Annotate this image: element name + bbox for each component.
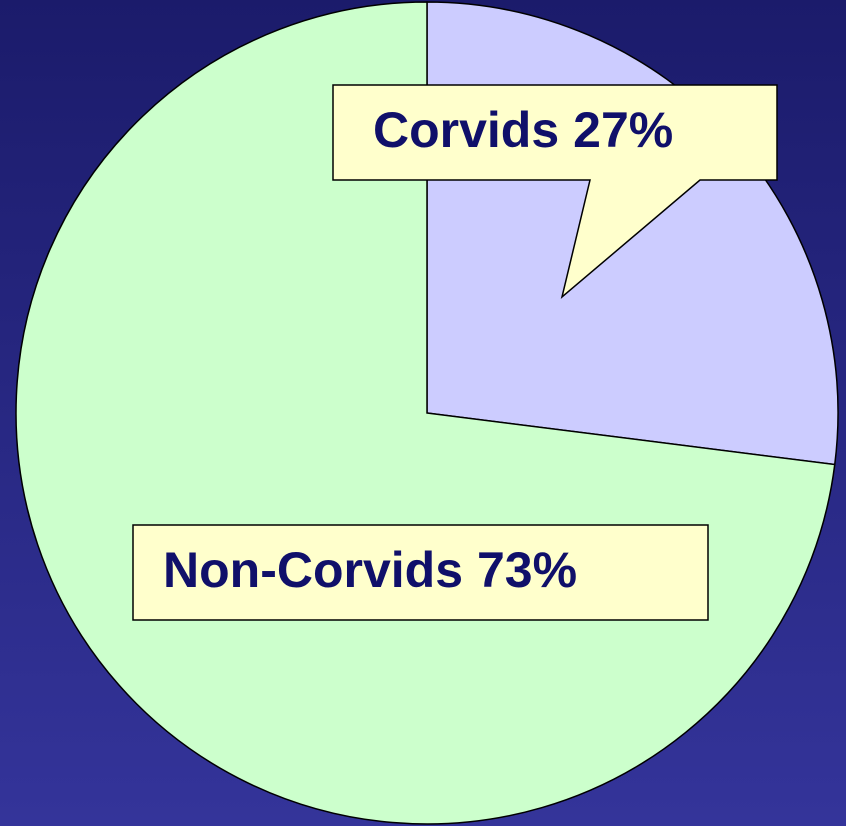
data-label: Corvids 27%	[373, 102, 673, 158]
label-box	[332, 84, 778, 300]
label-category: Corvids	[373, 102, 559, 158]
label-value: 27%	[573, 102, 673, 158]
label-box	[132, 524, 709, 621]
data-label: Non-Corvids 73%	[163, 542, 577, 598]
label-category: Non-Corvids	[163, 542, 463, 598]
label-value: 73%	[477, 542, 577, 598]
